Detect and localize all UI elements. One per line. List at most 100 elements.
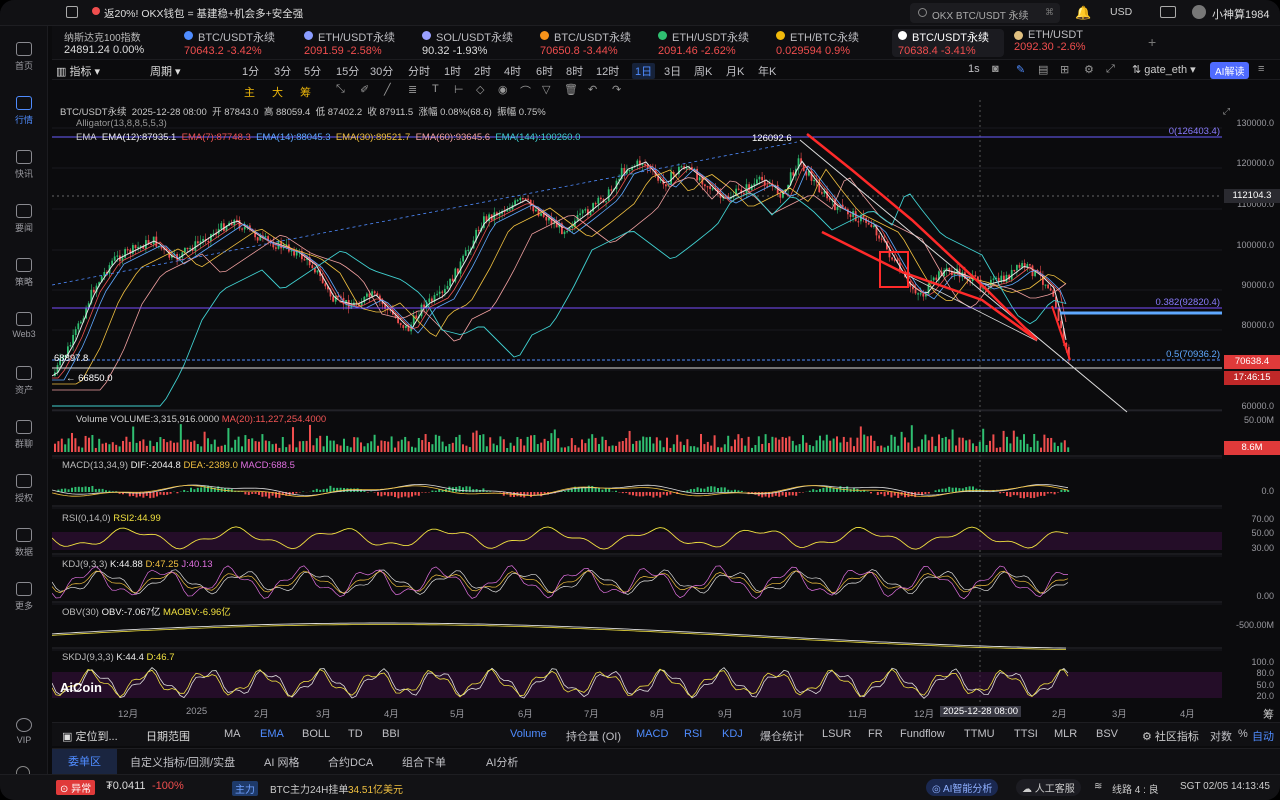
search-box[interactable]: OKX BTC/USDT 永续 ⌘: [910, 3, 1060, 23]
draw-chip-label[interactable]: 筹: [300, 87, 311, 99]
ticker-item[interactable]: ETH/USDT永续 2091.46 -2.62%: [658, 29, 768, 57]
tab-dca[interactable]: 合约DCA: [328, 757, 374, 769]
ticker-item[interactable]: BTC/USDT永续 70650.8 -3.44%: [540, 29, 650, 57]
chip-button[interactable]: 筹: [1263, 709, 1274, 721]
tab-ttmu[interactable]: TTMU: [964, 728, 995, 740]
redo-icon[interactable]: ↷: [612, 84, 622, 96]
add-tab-icon[interactable]: +: [1148, 34, 1157, 50]
tab-ema[interactable]: EMA: [260, 728, 284, 740]
tf-1h[interactable]: 1时: [444, 66, 462, 78]
tf-30m[interactable]: 30分: [370, 66, 394, 78]
tab-rsi[interactable]: RSI: [684, 728, 703, 740]
draw-main-label[interactable]: 主: [244, 87, 255, 99]
alert-badge[interactable]: ⊙ 异常: [56, 780, 96, 795]
ticker-item[interactable]: ETH/USDT 2092.30 -2.6%: [1014, 29, 1124, 57]
nav-auth[interactable]: 授权: [0, 468, 48, 512]
nav-data[interactable]: 数据: [0, 522, 48, 566]
bell-icon[interactable]: 🔔: [1075, 5, 1092, 20]
price-chart[interactable]: [52, 100, 1222, 722]
nav-market[interactable]: 行情: [0, 90, 48, 134]
tab-custom-indicator[interactable]: 自定义指标/回测/实盘: [130, 757, 236, 769]
nav-web3[interactable]: Web3: [0, 306, 48, 350]
network-line[interactable]: 线路 4 : 良: [1112, 785, 1159, 796]
customer-service-button[interactable]: ☁ 人工客服: [1016, 779, 1081, 796]
search-input[interactable]: OKX BTC/USDT 永续: [932, 11, 1029, 22]
tab-macd[interactable]: MACD: [636, 728, 669, 740]
tf-6h[interactable]: 6时: [536, 66, 554, 78]
tf-8h[interactable]: 8时: [566, 66, 584, 78]
ticker-item-active[interactable]: BTC/USDT永续 70638.4 -3.41%: [892, 29, 1004, 57]
tab-liquidation[interactable]: 爆仓统计: [760, 731, 804, 743]
tf-1d[interactable]: 1日: [632, 63, 656, 79]
pen-icon[interactable]: ✎: [1016, 64, 1026, 76]
tf-15m[interactable]: 15分: [336, 66, 360, 78]
tab-ai-grid[interactable]: AI 网格: [264, 757, 300, 769]
tf-4h[interactable]: 4时: [504, 66, 522, 78]
promo-text[interactable]: 返20%! OKX钱包 = 基建稳+机会多+安全强: [104, 8, 304, 20]
log-scale-toggle[interactable]: 对数: [1210, 731, 1232, 743]
tab-lsur[interactable]: LSUR: [822, 728, 852, 740]
currency-select[interactable]: USD: [1110, 6, 1133, 18]
tf-2h[interactable]: 2时: [474, 66, 492, 78]
indicator-button[interactable]: ▥ 指标 ▾: [56, 66, 101, 78]
tab-fr[interactable]: FR: [868, 728, 883, 740]
trash-icon[interactable]: 🗑: [564, 84, 578, 96]
tab-fundflow[interactable]: Fundflow: [900, 728, 945, 740]
window-icon[interactable]: [66, 6, 78, 18]
tf-month[interactable]: 月K: [726, 66, 745, 78]
tab-kdj[interactable]: KDJ: [722, 728, 743, 740]
nav-flash[interactable]: 快讯: [0, 144, 48, 188]
tf-week[interactable]: 周K: [694, 66, 713, 78]
text-icon[interactable]: T: [432, 83, 439, 95]
ai-analysis-button[interactable]: ◎ AI智能分析: [926, 779, 999, 796]
tab-mlr[interactable]: MLR: [1054, 728, 1078, 740]
exchange-select[interactable]: ⇅ gate_eth ▾: [1132, 64, 1196, 76]
fullscreen-icon[interactable]: ⤢: [1222, 106, 1230, 116]
date-range-button[interactable]: 日期范围: [146, 731, 190, 743]
compare-icon[interactable]: ⊞: [1060, 64, 1070, 76]
locate-button[interactable]: ▣ 定位到...: [62, 731, 118, 743]
measure-icon[interactable]: ⊢: [454, 84, 464, 96]
nav-chat[interactable]: 群聊: [0, 414, 48, 458]
nav-headline[interactable]: 要闻: [0, 198, 48, 242]
percent-toggle[interactable]: %: [1238, 728, 1248, 740]
ticker-item[interactable]: SOL/USDT永续 90.32 -1.93%: [422, 29, 532, 57]
mail-icon[interactable]: [1160, 6, 1176, 18]
nav-vip[interactable]: VIP: [0, 712, 48, 756]
tab-boll[interactable]: BOLL: [302, 728, 331, 740]
ticker-item[interactable]: ETH/BTC永续 0.029594 0.9%: [776, 29, 886, 57]
avatar[interactable]: [1192, 5, 1206, 19]
undo-icon[interactable]: ↶: [588, 84, 598, 96]
username[interactable]: 小神算1984: [1212, 9, 1270, 21]
fib-icon[interactable]: ≣: [408, 84, 418, 96]
tab-ttsi[interactable]: TTSI: [1014, 728, 1038, 740]
gear-icon[interactable]: ⚙: [1084, 64, 1094, 76]
tab-oi[interactable]: 持仓量 (OI): [566, 731, 621, 743]
eye-icon[interactable]: ◉: [498, 84, 508, 96]
community-indicator-button[interactable]: ⚙ 社区指标: [1142, 731, 1199, 743]
tf-3d[interactable]: 3日: [664, 66, 682, 78]
tf-1s[interactable]: 1s: [968, 63, 980, 75]
tf-year[interactable]: 年K: [758, 66, 777, 78]
tab-ma[interactable]: MA: [224, 728, 241, 740]
tab-combo-order[interactable]: 组合下单: [402, 757, 446, 769]
ticker-item[interactable]: BTC/USDT永续 70643.2 -3.42%: [184, 29, 294, 57]
trend-line-icon[interactable]: ╱: [384, 84, 391, 96]
expand-icon[interactable]: ⤢: [1106, 63, 1115, 75]
status-message[interactable]: BTC主力24H挂单: [270, 785, 349, 796]
index-ticker[interactable]: 纳斯达克100指数 24891.24 0.00%: [64, 29, 174, 57]
ticker-item[interactable]: ETH/USDT永续 2091.59 -2.58%: [304, 29, 414, 57]
tf-1m[interactable]: 1分: [242, 66, 260, 78]
menu-icon[interactable]: ≡: [1258, 63, 1265, 75]
tf-12h[interactable]: 12时: [596, 66, 620, 78]
tab-td[interactable]: TD: [348, 728, 363, 740]
auto-scale-toggle[interactable]: 自动: [1252, 731, 1274, 743]
tab-bbi[interactable]: BBI: [382, 728, 400, 740]
tf-5m[interactable]: 5分: [304, 66, 322, 78]
nav-more[interactable]: 更多: [0, 576, 48, 620]
camera-icon[interactable]: ◙: [992, 63, 999, 75]
draw-big-label[interactable]: 大: [272, 87, 283, 99]
layout-icon[interactable]: ▤: [1038, 64, 1049, 76]
nav-assets[interactable]: 资产: [0, 360, 48, 404]
tab-ai-analysis[interactable]: AI分析: [486, 757, 519, 769]
